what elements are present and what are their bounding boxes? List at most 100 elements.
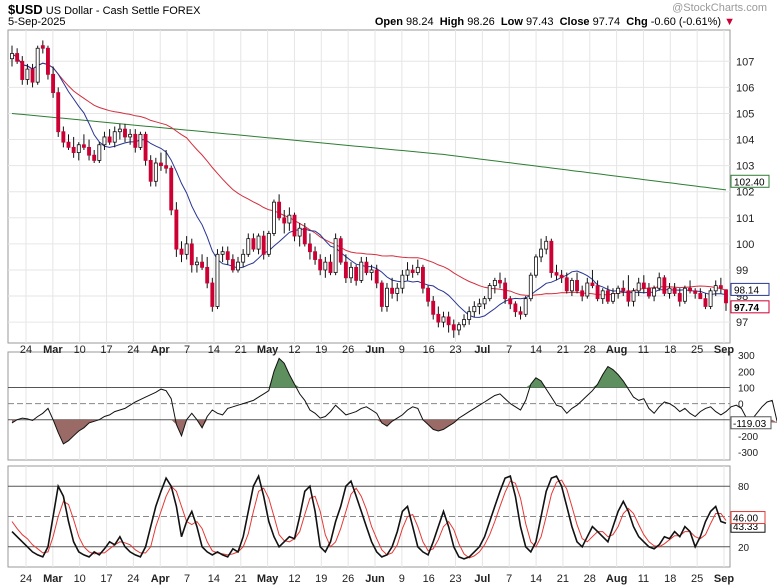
chart-grid — [7, 29, 731, 568]
ma-50-line — [11, 53, 727, 297]
candle-body — [415, 266, 420, 273]
candle-body — [184, 243, 189, 255]
candle-body — [97, 144, 102, 161]
x-tick-label: Apr — [151, 344, 171, 356]
candle-body — [20, 60, 25, 80]
x-tick-label: 14 — [208, 344, 220, 356]
candle-body — [117, 128, 122, 133]
candle-body — [467, 311, 472, 320]
candle-body — [549, 240, 554, 273]
x-tick-label: 11 — [638, 344, 649, 356]
x-tick-label: 28 — [584, 573, 596, 585]
candle-body — [92, 154, 97, 161]
candle-body — [35, 47, 40, 83]
candle-body — [153, 162, 158, 182]
candle-body — [220, 251, 225, 255]
candle-body — [46, 47, 50, 75]
x-tick-label: Sep — [714, 573, 734, 585]
cci-tick-label: -200 — [738, 432, 758, 443]
y-tick-label: 102 — [736, 187, 754, 199]
candle-body — [677, 293, 682, 302]
candle-body — [205, 266, 210, 284]
candle-body — [379, 282, 384, 307]
y-tick-label: 107 — [736, 56, 754, 68]
chart-title: $USD US Dollar - Cash Settle FOREX — [8, 2, 200, 17]
x-tick-label: 17 — [100, 344, 112, 356]
x-tick-label: 21 — [235, 573, 247, 585]
x-tick-label: 12 — [288, 573, 300, 585]
candle-body — [400, 274, 405, 289]
candle-body — [272, 201, 276, 234]
candle-body — [385, 287, 389, 307]
candle-body — [236, 261, 240, 271]
candle-body — [369, 269, 374, 273]
candle-body — [359, 261, 364, 281]
candle-body — [569, 279, 574, 292]
x-tick-label: 24 — [20, 344, 32, 356]
candle-body — [15, 53, 20, 62]
candle-body — [652, 287, 657, 297]
candle-body — [292, 214, 297, 237]
candle-body — [539, 248, 544, 258]
candle-body — [333, 238, 338, 273]
chg-value: -0.60 (-0.61%) — [650, 16, 722, 28]
close-value: 97.74 — [592, 16, 621, 28]
candle-body — [513, 303, 518, 313]
candle-body — [179, 248, 184, 255]
price-pane-frame — [7, 29, 731, 344]
candle-body — [246, 238, 251, 255]
x-tick-label: 7 — [506, 573, 512, 585]
candle-body — [688, 287, 692, 292]
exchange: FOREX — [162, 5, 201, 17]
candle-body — [343, 261, 348, 279]
x-tick-label: 19 — [315, 573, 327, 585]
down-arrow-icon: ▼ — [724, 16, 735, 28]
x-tick-label: 12 — [288, 344, 300, 356]
x-tick-label: 26 — [342, 573, 354, 585]
candle-body — [251, 238, 256, 250]
candle-body — [374, 269, 379, 284]
price-tag-label: 98.14 — [734, 285, 759, 296]
candle-body — [682, 287, 687, 302]
candle-body — [410, 269, 415, 273]
candle-body — [282, 217, 287, 224]
candle-body — [426, 287, 431, 302]
x-tick-label: Sep — [714, 344, 734, 356]
candle-body — [492, 279, 497, 287]
axis-labels: 2424MarMar101017172424AprApr7714142121Ma… — [20, 56, 772, 585]
candle-body — [159, 162, 163, 167]
x-tick-label: 24 — [20, 573, 32, 585]
cci-tick-label: 300 — [738, 351, 755, 362]
candle-body — [487, 285, 492, 300]
cci-line — [11, 357, 777, 445]
candle-body — [390, 287, 395, 294]
candle-body — [210, 282, 215, 307]
x-tick-label: 9 — [399, 573, 405, 585]
x-tick-label: 25 — [691, 573, 703, 585]
candle-body — [56, 92, 61, 133]
candle-body — [647, 287, 651, 297]
cci-overbought-fill — [12, 358, 777, 388]
x-tick-label: 23 — [449, 344, 461, 356]
candle-body — [718, 285, 723, 289]
candle-body — [297, 227, 302, 237]
sto-k-line — [11, 473, 727, 560]
x-tick-label: 21 — [557, 573, 569, 585]
description: US Dollar - Cash Settle — [45, 5, 160, 17]
y-tick-label: 104 — [736, 135, 754, 147]
price-tag-label: 97.74 — [734, 303, 759, 314]
open-label: Open — [374, 16, 403, 28]
x-tick-label: 23 — [449, 573, 461, 585]
candle-body — [189, 243, 194, 266]
candle-body — [482, 298, 487, 305]
x-tick-label: Mar — [43, 573, 63, 585]
candle-body — [724, 289, 728, 304]
x-tick-label: Jul — [474, 344, 490, 356]
candle-body — [528, 274, 533, 300]
candle-body — [585, 282, 590, 297]
x-tick-label: 18 — [664, 573, 676, 585]
x-tick-label: Jun — [365, 573, 385, 585]
y-tick-label: 106 — [736, 82, 754, 94]
candle-body — [708, 290, 713, 307]
x-tick-label: 24 — [127, 573, 139, 585]
